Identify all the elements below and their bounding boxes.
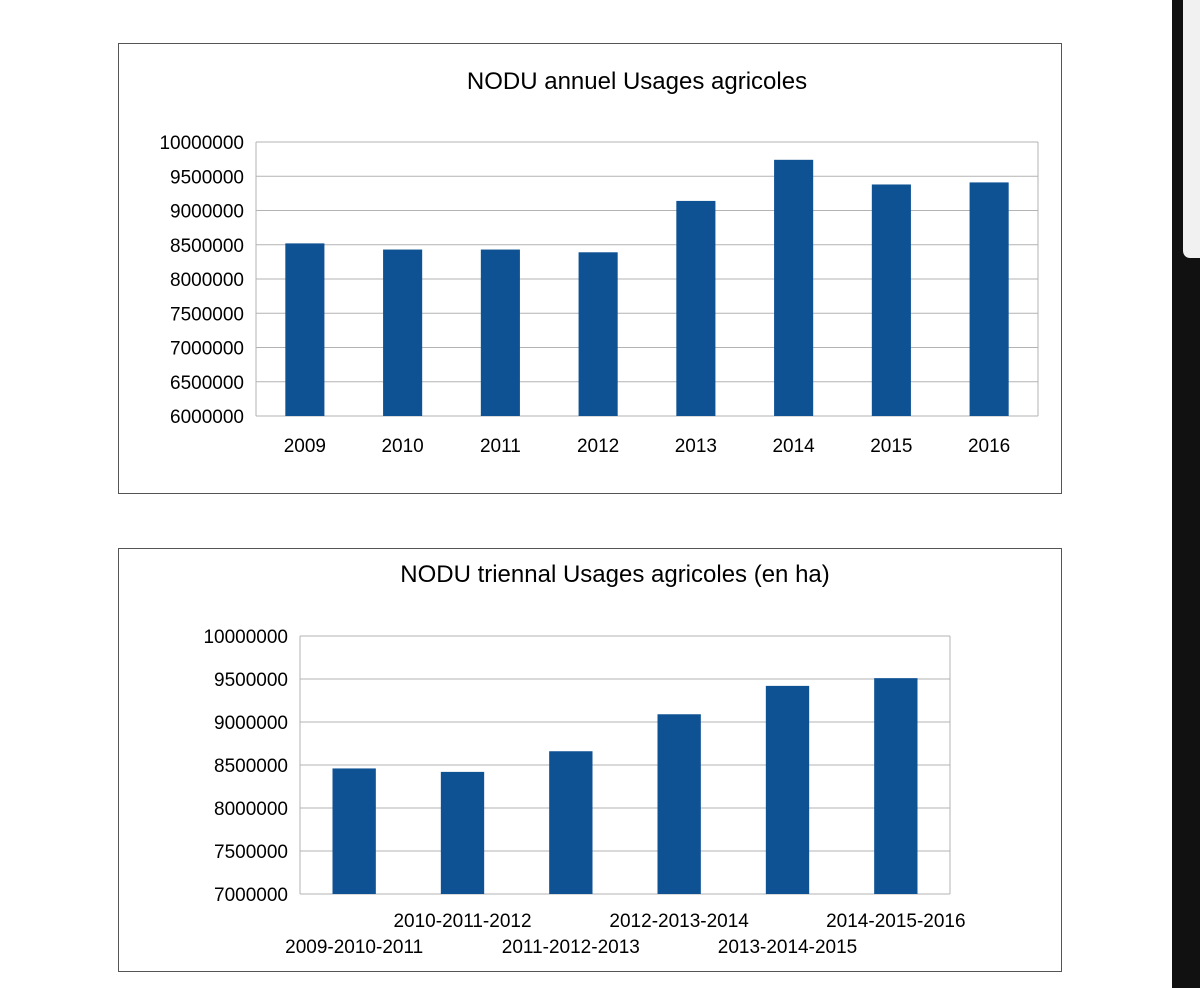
bar-2010-2011-2012 bbox=[440, 771, 485, 894]
y-tick-label: 7500000 bbox=[170, 304, 244, 325]
bar-2012-2013-2014 bbox=[657, 714, 701, 894]
bar-2013-2014-2015 bbox=[765, 685, 810, 894]
chart-annual: NODU annuel Usages agricoles 6000000 65000… bbox=[118, 43, 1062, 494]
bar-2014-2015-2016 bbox=[874, 678, 918, 894]
x-tick-label: 2016 bbox=[968, 436, 1010, 457]
y-tick-label: 9000000 bbox=[170, 202, 244, 223]
x-tick-label: 2009-2010-2011 bbox=[285, 937, 423, 958]
y-tick-label: 6000000 bbox=[170, 407, 244, 428]
x-tick-label: 2013-2014-2015 bbox=[718, 937, 857, 958]
chart-title: NODU triennal Usages agricoles (en ha) bbox=[400, 561, 830, 588]
y-tick-label: 8000000 bbox=[214, 799, 288, 820]
y-tick-label: 8500000 bbox=[170, 236, 244, 257]
chart-title: NODU annuel Usages agricoles bbox=[467, 68, 807, 95]
chart-triennial: NODU triennal Usages agricoles (en ha) 70… bbox=[118, 548, 1062, 972]
y-tick-label: 9000000 bbox=[214, 713, 288, 734]
bar-2009 bbox=[285, 243, 325, 416]
side-scrollbar-thumb[interactable] bbox=[1183, 0, 1200, 258]
bar-2012 bbox=[578, 252, 618, 416]
bar-2010 bbox=[383, 249, 423, 416]
y-tick-label: 10000000 bbox=[203, 627, 288, 648]
bar-2014 bbox=[774, 159, 814, 416]
chart-triennial-svg: NODU triennal Usages agricoles (en ha) 70… bbox=[203, 561, 965, 958]
y-tick-label: 7000000 bbox=[214, 885, 288, 906]
x-tick-label: 2014 bbox=[772, 436, 815, 457]
x-tick-label: 2014-2015-2016 bbox=[826, 911, 965, 932]
y-tick-label: 9500000 bbox=[170, 167, 244, 188]
x-tick-label: 2011 bbox=[480, 436, 521, 457]
y-tick-label: 8500000 bbox=[214, 756, 288, 777]
bar-2011 bbox=[480, 249, 520, 416]
bar-2013 bbox=[676, 200, 716, 416]
x-tick-label: 2011-2012-2013 bbox=[502, 937, 640, 958]
x-tick-label: 2012-2013-2014 bbox=[609, 911, 749, 932]
y-tick-label: 6500000 bbox=[170, 373, 244, 394]
bar-2011-2012-2013 bbox=[549, 751, 593, 894]
y-tick-label: 10000000 bbox=[159, 133, 244, 154]
bar-2009-2010-2011 bbox=[332, 768, 376, 894]
x-tick-label: 2010-2011-2012 bbox=[393, 911, 531, 932]
x-tick-label: 2012 bbox=[577, 436, 619, 457]
bar-2016 bbox=[969, 182, 1009, 416]
y-tick-label: 9500000 bbox=[214, 670, 288, 691]
y-tick-label: 8000000 bbox=[170, 270, 244, 291]
x-tick-label: 2013 bbox=[675, 436, 717, 457]
y-tick-label: 7000000 bbox=[170, 339, 244, 360]
x-tick-label: 2010 bbox=[381, 436, 423, 457]
chart-annual-svg: NODU annuel Usages agricoles 6000000 65000… bbox=[159, 68, 1039, 457]
x-tick-label: 2015 bbox=[870, 436, 912, 457]
y-tick-label: 7500000 bbox=[214, 842, 288, 863]
x-tick-label: 2009 bbox=[284, 436, 326, 457]
bar-2015 bbox=[871, 184, 911, 416]
